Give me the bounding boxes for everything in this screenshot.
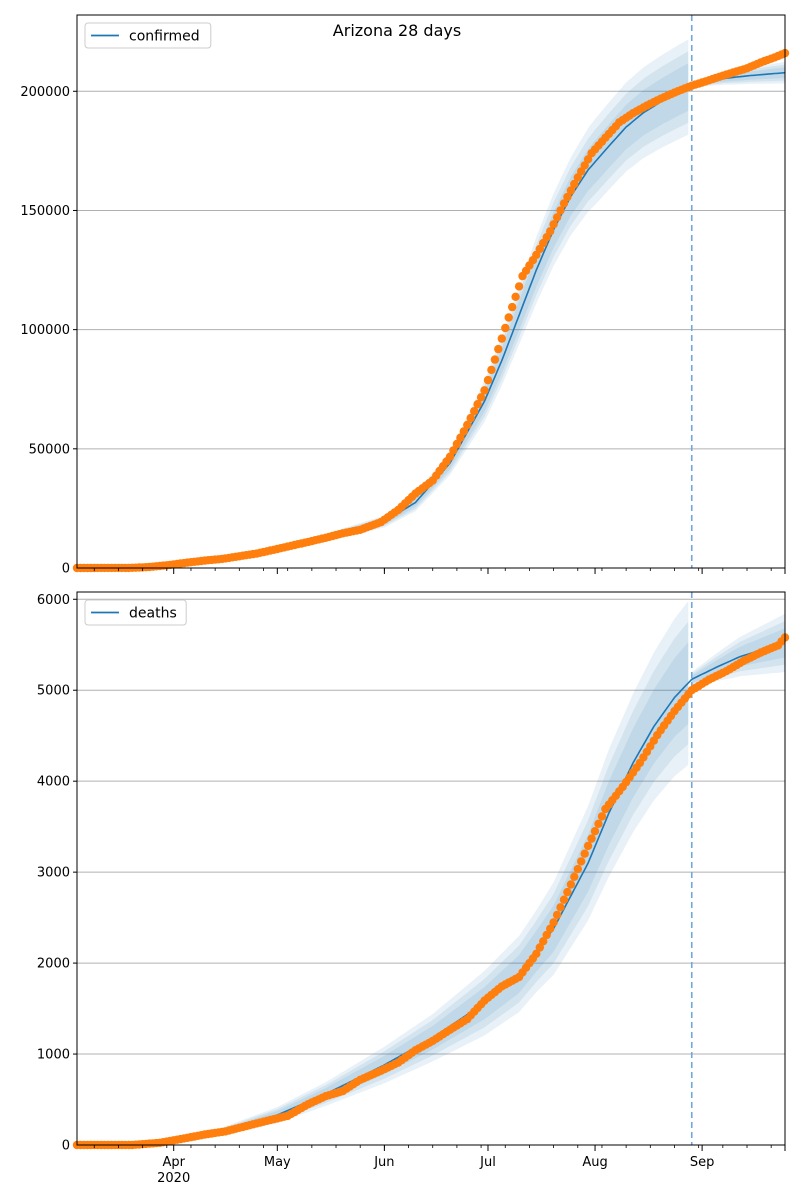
observed-point <box>463 420 472 430</box>
legend-box <box>84 22 212 49</box>
observed-point <box>573 173 582 182</box>
observed-point <box>566 186 576 195</box>
observed-point <box>532 949 541 958</box>
uncertainty-band <box>77 39 689 568</box>
y-tick-label: 150000 <box>20 204 70 219</box>
observed-point <box>542 930 551 940</box>
observed-point <box>580 849 589 858</box>
observed-point <box>546 924 555 933</box>
y-tick-label: 100000 <box>20 323 70 338</box>
observed-point <box>449 446 458 455</box>
legend: deaths <box>84 599 187 626</box>
observed-point <box>570 872 579 881</box>
figure-title: Arizona 28 days <box>333 21 461 40</box>
y-tick-label: 1000 <box>37 1048 70 1063</box>
y-tick-label: 0 <box>62 1139 70 1154</box>
observed-point <box>570 179 579 189</box>
observed-point <box>556 903 565 912</box>
observed-point <box>504 313 513 322</box>
observed-point <box>535 943 544 952</box>
observed-point <box>511 292 520 301</box>
observed-point <box>563 887 572 897</box>
observed-point <box>483 375 493 385</box>
y-tick-label: 50000 <box>29 442 70 457</box>
observed-point <box>552 213 562 222</box>
x-tick-label: Apr <box>162 1155 185 1170</box>
observed-point <box>587 834 596 843</box>
observed-point <box>490 355 500 364</box>
uncertainty-band <box>77 51 689 568</box>
y-tick-label: 5000 <box>37 684 70 699</box>
observed-point <box>466 413 475 423</box>
legend-label: deaths <box>129 606 177 622</box>
observed-point <box>459 427 468 436</box>
x-tick-label: Sep <box>690 1155 715 1170</box>
uncertainty-band <box>691 628 785 683</box>
observed-point <box>546 227 555 236</box>
legend-label: confirmed <box>129 29 200 45</box>
observed-point <box>549 220 558 229</box>
y-tick-label: 2000 <box>37 957 70 972</box>
observed-point <box>594 819 603 828</box>
y-tick-label: 3000 <box>37 866 70 881</box>
plot-frame <box>76 14 786 569</box>
x-year-label: 2020 <box>157 1171 190 1186</box>
y-tick-label: 200000 <box>20 85 70 100</box>
observed-point <box>563 192 572 202</box>
y-tick-label: 0 <box>62 562 70 577</box>
observed-point <box>514 282 524 291</box>
uncertainty-band <box>77 601 689 1145</box>
observed-point <box>494 344 503 354</box>
observed-point <box>549 918 558 927</box>
legend: confirmed <box>84 22 212 49</box>
confirmed-panel: 0 50000 100000 150000 200000 confirmed <box>20 14 790 577</box>
observed-point <box>497 334 506 343</box>
observed-point <box>452 439 462 449</box>
observed-point <box>476 393 486 402</box>
observed-point <box>556 206 565 215</box>
observed-point <box>470 407 479 416</box>
legend-box <box>84 599 187 626</box>
observed-point <box>508 302 517 312</box>
observed-point <box>473 400 482 409</box>
observed-point <box>445 452 455 461</box>
observed-point <box>580 161 589 170</box>
x-tick-label: Jun <box>373 1155 394 1170</box>
observed-point <box>456 433 465 442</box>
observed-point <box>501 323 510 333</box>
observed-point <box>559 199 569 208</box>
observed-point <box>566 880 576 889</box>
uncertainty-band <box>77 621 689 1145</box>
uncertainty-band <box>691 621 785 685</box>
x-tick-label: Jul <box>479 1155 496 1170</box>
y-tick-label: 4000 <box>37 775 70 790</box>
plot-frame <box>76 591 786 1146</box>
observed-point <box>480 386 489 395</box>
observed-point <box>552 910 562 920</box>
y-tick-label: 6000 <box>37 593 70 608</box>
observed-point <box>573 864 582 874</box>
observed-point <box>487 365 496 375</box>
observed-point <box>559 895 569 904</box>
x-tick-label: May <box>264 1155 291 1170</box>
observed-point <box>597 812 607 821</box>
x-tick-label: Aug <box>582 1155 607 1170</box>
observed-point <box>583 155 593 164</box>
observed-point <box>539 937 548 946</box>
observed-point <box>583 841 593 851</box>
observed-point <box>577 857 586 866</box>
observed-point <box>590 827 600 836</box>
